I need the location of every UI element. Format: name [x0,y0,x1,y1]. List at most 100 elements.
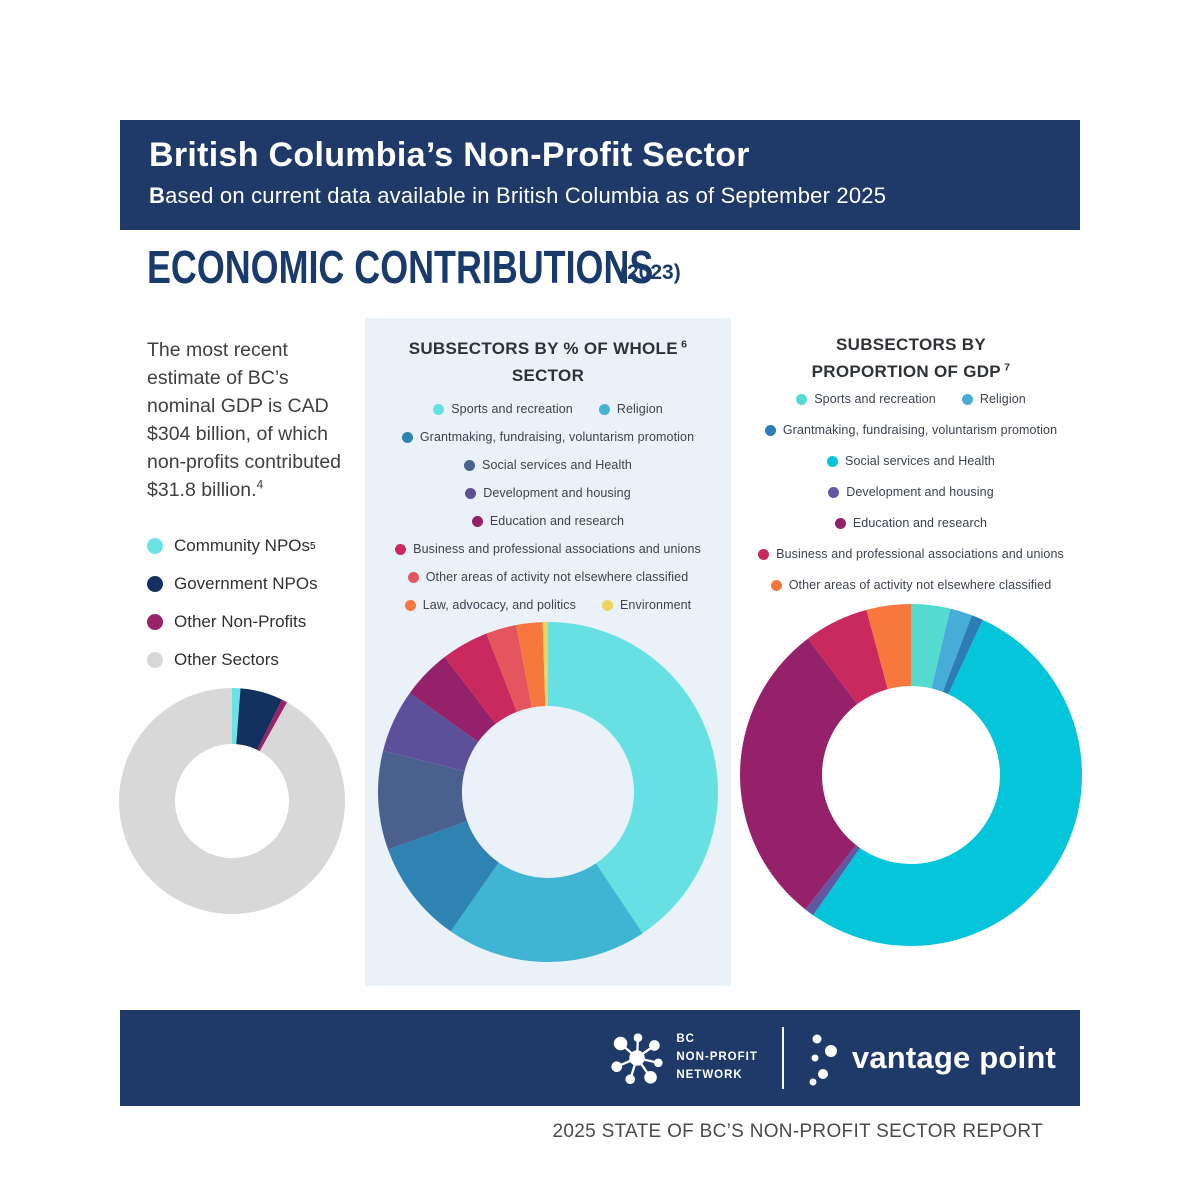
slice-grantmaking-fundraising-voluntarism-promot [388,821,499,932]
legend-label: Social services and Health [482,458,632,473]
legend-label: Government NPOs [174,574,318,593]
legend-dot-icon [465,487,477,499]
slice-grantmaking-fundraising-voluntarism-promot [942,615,983,695]
legend-dot-icon [834,517,846,529]
legend-item-environment: Environment [601,598,691,612]
legend-dot-icon [147,538,163,554]
legend-row: Grantmaking, fundraising, voluntarism pr… [401,430,694,444]
slice-other-sectors [119,688,346,914]
page-title: British Columbia’s Non-Profit Sector [149,136,750,174]
chart-title-footnote: 6 [677,338,688,351]
legend-item-government-npos: Government NPOs [147,565,318,603]
section-title: ECONOMIC CONTRIBUTIONS [147,241,654,293]
page-subtitle: Based on current data available in Briti… [149,183,1080,209]
legend-item-social-services-and-health: Social services and Health [464,458,632,472]
legend-footnote: 5 [310,540,316,552]
slice-development-and-housing [805,844,861,916]
legend-label: Other areas of activity not elsewhere cl… [425,570,689,585]
header-banner: British Columbia’s Non-Profit Sector Bas… [120,120,1080,230]
slice-education-and-research [740,638,858,910]
vantage-point-logo: vantage point [808,1029,1056,1087]
legend-row: Social services and Health [464,458,632,472]
section-year: (2023) [620,261,681,284]
legend-dot-icon [147,576,163,592]
subsectors-by-gdp-donut [740,604,1083,947]
legend-dot-icon [764,424,776,436]
legend-dot-icon [147,652,163,668]
legend-dot-icon [401,431,413,443]
chart-title-line: SECTOR [365,362,731,389]
chart-title-line: PROPORTION OF GDP 7 [760,358,1062,385]
network-logo-text: BC NON-PROFIT NETWORK [676,1031,758,1084]
subsectors-percent-donut-chart [376,620,720,964]
legend-item-education-and-research: Education and research [471,514,624,528]
slice-environment [542,621,548,707]
legend-dot-icon [407,571,419,583]
chart-title-line: SUBSECTORS BY % OF WHOLE 6 [365,335,731,362]
slice-other-areas-of-activity-not-elsewhere-clas [866,604,911,690]
legend-row: Business and professional associations a… [758,547,1064,561]
legend-item-business-and-professional-associations-and: Business and professional associations a… [758,547,1064,561]
legend-row: Sports and recreation Religion [433,402,663,416]
legend-row: Development and housing [465,486,631,500]
subtitle-lead: B [149,183,166,208]
legend-item-religion: Religion [598,402,663,417]
legend-item-education-and-research: Education and research [834,516,988,530]
network-logo-line-3: NETWORK [676,1068,743,1081]
legend-label: Religion [979,392,1026,406]
legend-item-grantmaking-fundraising-voluntarism-promot: Grantmaking, fundraising, voluntarism pr… [401,430,694,444]
legend-label: Sports and recreation [814,392,936,406]
legend-item-other-areas-of-activity-not-elsewhere-clas: Other areas of activity not elsewhere cl… [770,578,1052,592]
legend-item-sports-and-recreation: Sports and recreation [796,392,936,406]
bc-nonprofit-network-logo: BC NON-PROFIT NETWORK [608,1029,758,1087]
legend-dot-icon [828,486,840,498]
report-caption: 2025 STATE OF BC’S NON-PROFIT SECTOR REP… [552,1121,1043,1142]
slice-sports-and-recreation [911,604,951,689]
legend-item-social-services-and-health: Social services and Health [827,454,995,468]
intro-paragraph: The most recent estimate of BC’s nominal… [147,336,359,504]
chart-title-line: SUBSECTORS BY [760,331,1062,358]
subsectors-gdp-title: SUBSECTORS BY PROPORTION OF GDP 7 [760,331,1062,385]
gdp-share-donut-chart [119,688,346,914]
vantage-dots-icon [809,1034,837,1086]
legend-dot-icon [961,393,973,405]
legend-item-development-and-housing: Development and housing [465,486,631,500]
chart-title-footnote: 7 [1000,361,1011,374]
legend-dot-icon [433,403,445,415]
legend-item-other-non-profits: Other Non-Profits [147,603,318,641]
legend-dot-icon [601,599,613,611]
slice-community-npos [232,688,241,745]
legend-row: Business and professional associations a… [395,542,701,556]
legend-dot-icon [770,579,782,591]
legend-item-other-sectors: Other Sectors [147,641,318,679]
network-logo-line-2: NON-PROFIT [676,1051,758,1064]
subtitle-rest: ased on current data available in Britis… [165,183,887,208]
legend-dot-icon [598,403,610,415]
subsectors-percent-title: SUBSECTORS BY % OF WHOLE 6 SECTOR [365,318,731,389]
legend-label: Education and research [852,516,988,530]
footer-banner: BC NON-PROFIT NETWORK vantage point [120,1010,1080,1106]
subsectors-gdp-legend: Sports and recreation Religion Grantmaking… [738,392,1084,592]
legend-label: Grantmaking, fundraising, voluntarism pr… [782,423,1058,437]
legend-dot-icon [147,614,163,630]
gdp-share-donut [119,688,346,914]
chart-title-text: SECTOR [511,366,585,386]
subsectors-gdp-donut-chart [739,603,1083,947]
legend-item-law-advocacy-and-politics: Law, advocacy, and politics [404,598,576,612]
logo-divider [781,1027,784,1089]
intro-footnote: 4 [256,477,264,492]
legend-item-community-npos: Community NPOs 5 [147,527,318,565]
slice-other-areas-of-activity-not-elsewhere-clas [486,625,532,712]
network-logo-line-1: BC [676,1033,695,1046]
legend-row: Social services and Health [827,454,995,468]
legend-item-religion: Religion [961,392,1026,406]
legend-row: Grantmaking, fundraising, voluntarism pr… [764,423,1058,437]
legend-label: Business and professional associations a… [776,547,1064,561]
legend-label: Other Sectors [174,650,279,669]
legend-label: Community NPOs [174,536,311,555]
legend-label: Religion [616,402,663,417]
slice-government-npos [236,688,283,750]
subsectors-percent-legend: Sports and recreation Religion Grantmaking… [365,402,731,612]
legend-label: Other areas of activity not elsewhere cl… [788,578,1052,592]
